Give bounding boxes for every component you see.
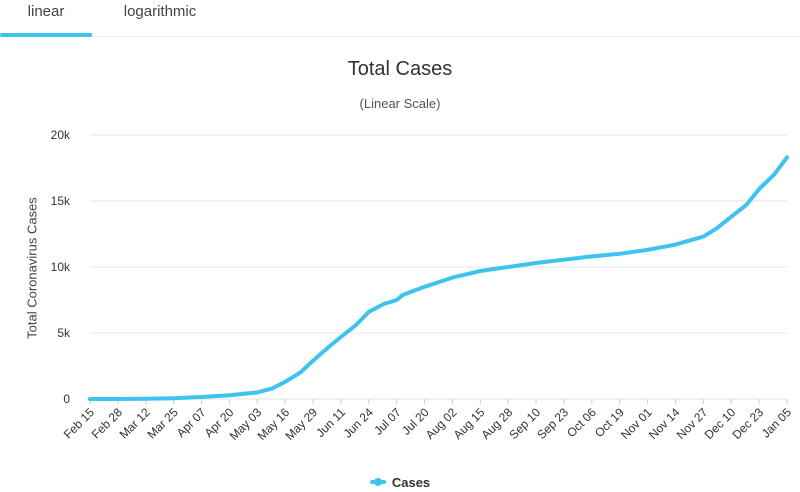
x-tick-label: Apr 07 — [174, 405, 209, 440]
tab-logarithmic[interactable]: logarithmic — [123, 3, 197, 20]
chart-title: Total Cases — [347, 58, 453, 80]
x-tick-label: Jun 11 — [313, 405, 348, 440]
scale-tabs: linear logarithmic — [0, 0, 800, 37]
x-tick-label: Jun 24 — [341, 405, 377, 441]
x-tick-label: Sep 23 — [534, 405, 571, 442]
legend-series-icon — [369, 478, 386, 486]
x-tick-label: Jan 05 — [759, 405, 795, 441]
x-tick-label: May 29 — [282, 405, 320, 443]
x-tick-label: Oct 06 — [564, 405, 599, 440]
series-line-cases — [88, 155, 789, 401]
legend-item-cases[interactable]: Cases — [369, 474, 431, 490]
y-tick-label: 20k — [51, 128, 71, 142]
y-tick-label: 0 — [63, 392, 70, 406]
x-tick-label: Mar 25 — [144, 405, 181, 442]
y-tick-label: 5k — [57, 326, 71, 340]
tab-linear[interactable]: linear — [27, 3, 65, 20]
y-tick-label: 10k — [51, 260, 71, 274]
x-tick-label: Dec 23 — [729, 405, 766, 442]
chart-subtitle: (Linear Scale) — [359, 96, 441, 111]
y-tick-label: 15k — [51, 194, 71, 208]
legend: Cases — [0, 472, 800, 492]
legend-series-label: Cases — [391, 474, 431, 490]
x-tick-label: Jul 07 — [371, 405, 404, 438]
active-tab-indicator — [0, 33, 92, 37]
y-axis-label: Total Coronavirus Cases — [24, 197, 40, 339]
